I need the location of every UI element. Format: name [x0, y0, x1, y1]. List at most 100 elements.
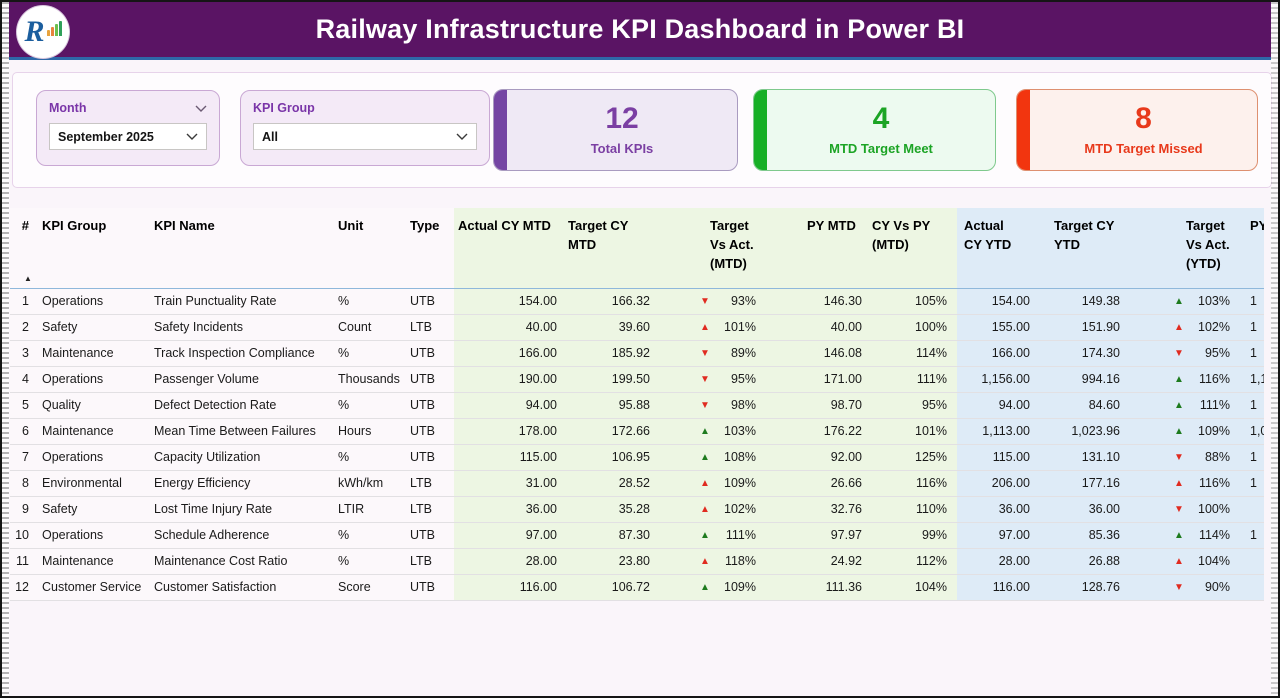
- variance-percent: 89%: [730, 346, 756, 360]
- cell-name: Track Inspection Compliance: [154, 346, 315, 360]
- cell-actual_mtd: 28.00: [454, 549, 564, 574]
- cell-tva_mtd: ▲ 111%: [654, 523, 762, 548]
- table-row[interactable]: 5 Quality Defect Detection Rate% UTB 94.00 95…: [10, 393, 1264, 419]
- cell-unit: Count: [338, 320, 372, 334]
- sort-ascending-icon[interactable]: ▲: [24, 274, 32, 283]
- variance-percent: 101%: [724, 320, 756, 334]
- card-accent-bar: [754, 90, 767, 170]
- cell-type: UTB: [410, 294, 435, 308]
- cell-target_ytd: 177.16: [1034, 471, 1130, 496]
- cell-actual_ytd: 116.00: [957, 575, 1034, 600]
- column-header-target-cy-mtd[interactable]: Target CY MTD: [564, 208, 654, 288]
- cell-num: 11: [16, 554, 29, 568]
- cell-py_ytd: 1: [1244, 341, 1264, 366]
- column-header-py-mtd[interactable]: PY MTD: [762, 208, 870, 288]
- total-kpis-card: 12 Total KPIs: [493, 89, 738, 171]
- trend-up-icon: ▲: [1174, 426, 1184, 437]
- cell-group: Operations: [42, 294, 104, 308]
- table-row[interactable]: 7 Operations Capacity Utilization% UTB 115.0…: [10, 445, 1264, 471]
- table-row[interactable]: 8 Environmental Energy Efficiency kWh/km LTB…: [10, 471, 1264, 497]
- month-dropdown[interactable]: September 2025: [49, 123, 207, 150]
- column-header-num[interactable]: #: [21, 218, 29, 233]
- cell-py_mtd: 40.00: [762, 315, 870, 340]
- cell-actual_mtd: 116.00: [454, 575, 564, 600]
- cell-actual_mtd: 190.00: [454, 367, 564, 392]
- cell-type: LTB: [410, 502, 432, 516]
- table-row[interactable]: 6 Maintenance Mean Time Between Failures Ho…: [10, 419, 1264, 445]
- cell-actual_ytd: 1,156.00: [957, 367, 1034, 392]
- cell-target_mtd: 35.28: [564, 497, 654, 522]
- cell-name: Mean Time Between Failures: [154, 424, 316, 438]
- cell-py_ytd: 1,0: [1244, 419, 1264, 444]
- trend-down-icon: ▼: [700, 296, 710, 307]
- cell-tva_mtd: ▲ 108%: [654, 445, 762, 470]
- cell-actual_mtd: 97.00: [454, 523, 564, 548]
- column-header-type[interactable]: Type: [410, 218, 440, 233]
- cell-target_mtd: 185.92: [564, 341, 654, 366]
- column-header-target-vs-act-ytd[interactable]: Target Vs Act. (YTD): [1130, 208, 1244, 288]
- variance-percent: 116%: [1198, 372, 1230, 386]
- cell-py_mtd: 97.97: [762, 523, 870, 548]
- column-header-target-vs-act-mtd[interactable]: Target Vs Act. (MTD): [654, 208, 762, 288]
- trend-up-icon: ▲: [1174, 556, 1184, 567]
- cell-actual_mtd: 40.00: [454, 315, 564, 340]
- cell-actual_mtd: 166.00: [454, 341, 564, 366]
- table-body: 1 Operations Train Punctuality Rate% UTB 154…: [10, 289, 1264, 601]
- cell-target_mtd: 28.52: [564, 471, 654, 496]
- variance-percent: 95%: [730, 372, 756, 386]
- cell-name: Schedule Adherence: [154, 528, 270, 542]
- chevron-down-icon[interactable]: [195, 105, 207, 112]
- table-row[interactable]: 3 Maintenance Track Inspection Compliance%…: [10, 341, 1264, 367]
- trend-down-icon: ▼: [1174, 582, 1184, 593]
- cell-type: UTB: [410, 372, 435, 386]
- card-accent-bar: [1017, 90, 1030, 170]
- kpi-group-dropdown[interactable]: All: [253, 123, 477, 150]
- cell-num: 9: [22, 502, 29, 516]
- cell-target_mtd: 87.30: [564, 523, 654, 548]
- cell-type: UTB: [410, 398, 435, 412]
- cell-tva_mtd: ▲ 118%: [654, 549, 762, 574]
- column-header-actual-cy-ytd[interactable]: Actual CY YTD: [957, 208, 1034, 288]
- cell-target_mtd: 172.66: [564, 419, 654, 444]
- cell-name: Defect Detection Rate: [154, 398, 277, 412]
- trend-up-icon: ▲: [1174, 322, 1184, 333]
- cell-group: Quality: [42, 398, 81, 412]
- column-header-actual-cy-mtd[interactable]: Actual CY MTD: [454, 208, 564, 288]
- cell-actual_ytd: 97.00: [957, 523, 1034, 548]
- column-header-kpi-name[interactable]: KPI Name: [154, 218, 215, 233]
- table-row[interactable]: 11 Maintenance Maintenance Cost Ratio% LTB 2…: [10, 549, 1264, 575]
- kpi-group-slicer-label: KPI Group: [253, 101, 315, 115]
- cell-name: Train Punctuality Rate: [154, 294, 277, 308]
- variance-percent: 109%: [724, 580, 756, 594]
- column-header-unit[interactable]: Unit: [338, 218, 364, 233]
- column-header-py-ytd[interactable]: PY: [1244, 208, 1264, 288]
- variance-percent: 111%: [1199, 398, 1230, 412]
- table-row[interactable]: 4 Operations Passenger Volume Thousands UTB 1…: [10, 367, 1264, 393]
- cell-group: Customer Service: [42, 580, 142, 594]
- column-header-cy-vs-py-mtd[interactable]: CY Vs PY (MTD): [870, 208, 957, 288]
- cell-unit: %: [338, 294, 350, 308]
- table-row[interactable]: 10 Operations Schedule Adherence% UTB 97.00 8…: [10, 523, 1264, 549]
- cell-cy_vs_py_mtd: 111%: [870, 367, 957, 392]
- cell-tva_ytd: ▼ 100%: [1130, 497, 1244, 522]
- trend-up-icon: ▲: [700, 478, 710, 489]
- cell-tva_mtd: ▼ 95%: [654, 367, 762, 392]
- cell-actual_mtd: 115.00: [454, 445, 564, 470]
- table-row[interactable]: 2 Safety Safety Incidents Count LTB 40.00 39.6…: [10, 315, 1264, 341]
- column-header-target-cy-ytd[interactable]: Target CY YTD: [1034, 208, 1130, 288]
- cell-target_mtd: 199.50: [564, 367, 654, 392]
- cell-cy_vs_py_mtd: 114%: [870, 341, 957, 366]
- cell-tva_mtd: ▲ 101%: [654, 315, 762, 340]
- cell-target_mtd: 106.95: [564, 445, 654, 470]
- table-row[interactable]: 12 Customer Service Customer Satisfaction S…: [10, 575, 1264, 601]
- variance-percent: 88%: [1204, 450, 1230, 464]
- table-row[interactable]: 1 Operations Train Punctuality Rate% UTB 154…: [10, 289, 1264, 315]
- column-header-kpi-group[interactable]: KPI Group: [42, 218, 107, 233]
- cell-py_ytd: 1: [1244, 523, 1264, 548]
- cell-actual_mtd: 36.00: [454, 497, 564, 522]
- cell-group: Safety: [42, 502, 78, 516]
- cell-tva_ytd: ▲ 116%: [1130, 367, 1244, 392]
- cell-unit: Score: [338, 580, 371, 594]
- month-dropdown-value: September 2025: [58, 129, 154, 144]
- table-row[interactable]: 9 Safety Lost Time Injury Rate LTIR LTB 36.00…: [10, 497, 1264, 523]
